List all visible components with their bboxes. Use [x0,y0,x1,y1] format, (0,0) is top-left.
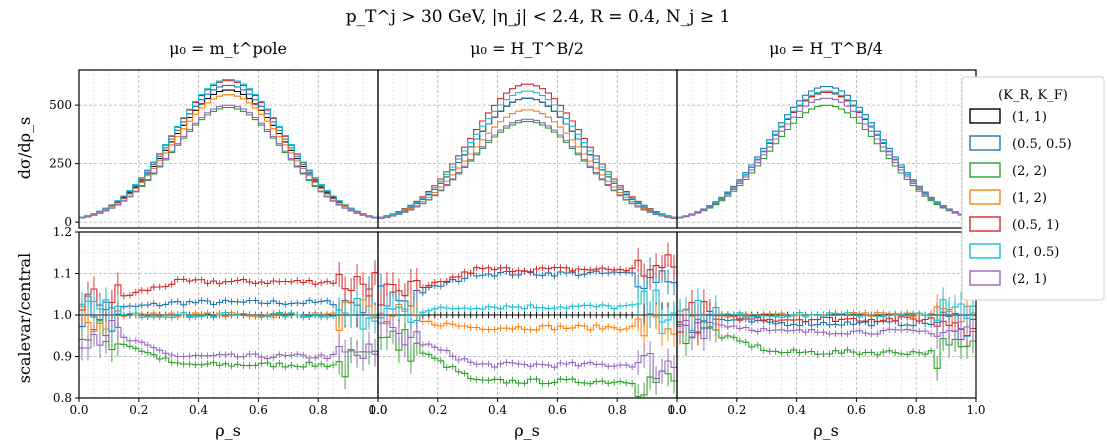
bottom-y-axis-label: scalevar/central [15,253,34,383]
legend-label: (1, 0.5) [1012,245,1059,260]
ratio-series-7 [378,321,677,380]
x-tick-label: 0.6 [249,403,268,417]
top-series-1 [79,89,378,218]
legend-label: (2, 1) [1012,272,1047,287]
x-tick-label: 0.0 [667,403,686,417]
top-series-6 [378,90,677,218]
x-tick-label: 1.0 [667,403,686,417]
x-tick-label: 1.0 [966,403,985,417]
panel-grid [78,70,379,399]
x-tick-label: 0.2 [129,403,148,417]
top-axes-frame [377,69,678,229]
x-tick-label: 0.4 [488,403,507,417]
plot-area: 0.0 0.2 0.4 0.6 0.8 1.00.0 0.2 0.4 0.6 0.8 1.00.0 0… [49,69,986,417]
top-series-5 [79,80,378,218]
top-series-6 [677,90,976,218]
top-series-7 [378,118,677,219]
legend-label: (0.5, 0.5) [1012,137,1072,152]
x-tick-label: 0.4 [189,403,208,417]
legend-swatch [969,108,1001,124]
ratio-series-6 [677,299,976,332]
x-tick-label: 0.8 [309,403,328,417]
top-series-5 [378,83,677,218]
top-series-7 [677,97,976,219]
top-y-tick-label: 250 [49,157,72,171]
ratio-series-7 [677,319,976,340]
top-y-tick-label: 0 [64,215,72,229]
panel-title-2: μ₀ = H_T^B/2 [470,39,584,58]
legend-title: (K_R, K_F) [998,88,1068,103]
panel-1: 0.0 0.2 0.4 0.6 0.8 1.0 [69,69,388,417]
panel-2: 0.0 0.2 0.4 0.6 0.8 1.0 [368,69,687,417]
top-y-axis-label: dσ/dρ_s [15,117,34,179]
top-axes-frame [676,69,977,229]
x-tick-label: 0.0 [69,403,88,417]
top-series-6 [79,79,378,218]
legend-label: (1, 2) [1012,191,1047,206]
legend-swatch [969,270,1001,286]
top-series-4 [378,109,677,219]
top-series-3 [677,104,976,219]
bottom-y-tick-label: 1.0 [53,308,72,322]
x-axis-label-2: ρ_s [514,421,540,440]
x-tick-label: 0.8 [907,403,926,417]
top-series-2 [677,86,976,218]
legend-swatch [969,189,1001,205]
ratio-series-3 [79,320,378,378]
legend-swatch [969,135,1001,151]
panel-title-1: μ₀ = m_t^pole [169,39,287,58]
bottom-y-tick-label: 1.1 [53,267,72,281]
bottom-y-tick-label: 1.2 [53,225,72,239]
legend-label: (1, 1) [1012,110,1047,125]
top-series-4 [79,94,378,219]
legend-swatch [969,243,1001,259]
panel-title-3: μ₀ = H_T^B/4 [769,39,883,58]
bottom-axes-frame [676,231,977,399]
panel-3: 0.0 0.2 0.4 0.6 0.8 1.0 [667,69,986,417]
legend-swatch [969,216,1001,232]
x-tick-label: 0.2 [428,403,447,417]
top-series-2 [378,97,677,219]
ratio-series-7 [79,319,378,360]
x-tick-label: 0.4 [787,403,806,417]
x-tick-label: 0.6 [847,403,866,417]
top-series-2 [79,84,378,218]
top-series-7 [79,104,378,219]
bottom-y-tick-label: 0.8 [53,391,72,405]
bottom-y-tick-label: 0.9 [53,350,72,364]
x-tick-label: 1.0 [368,403,387,417]
legend: (K_R, K_F) (1, 1) (0.5, 0.5) (2, 2) (1, 2) (… [961,76,1105,301]
x-tick-label: 0.8 [608,403,627,417]
top-y-tick-label: 500 [49,98,72,112]
figure-title: p_T^j > 30 GeV, |η_j| < 2.4, R = 0.4, N_… [346,7,731,27]
top-axes-frame [78,69,379,229]
x-tick-label: 0.2 [727,403,746,417]
x-tick-label: 0.0 [368,403,387,417]
legend-label: (0.5, 1) [1012,218,1059,233]
x-axis-label-3: ρ_s [813,421,839,440]
ratio-series-2 [79,288,378,328]
legend-swatch [969,162,1001,178]
top-series-3 [79,107,378,219]
x-axis-label-1: ρ_s [215,421,241,440]
x-tick-label: 0.6 [548,403,567,417]
legend-label: (2, 2) [1012,164,1047,179]
